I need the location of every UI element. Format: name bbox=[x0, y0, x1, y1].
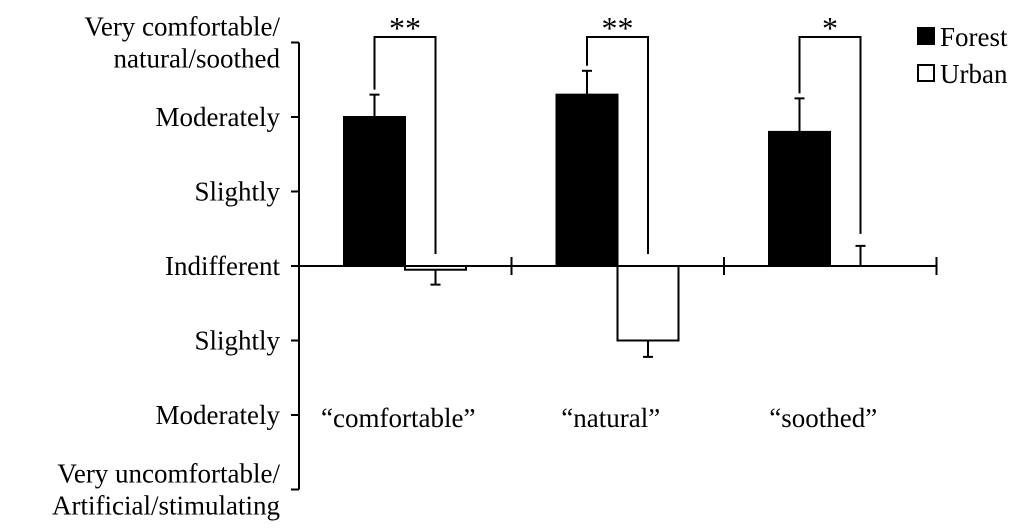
y-tick-label: Moderately bbox=[156, 400, 281, 430]
x-category-label: “comfortable” bbox=[321, 403, 475, 433]
significance-label: * bbox=[822, 10, 838, 46]
error-bars bbox=[369, 69, 866, 358]
bar-forest bbox=[768, 130, 831, 267]
significance-label: ** bbox=[602, 10, 634, 46]
y-tick-label: Moderately bbox=[156, 102, 281, 132]
y-tick-label: Artificial/stimulating bbox=[52, 491, 280, 521]
legend-label-urban: Urban bbox=[940, 59, 1008, 89]
legend-label-forest: Forest bbox=[940, 22, 1008, 52]
significance-markers: ** ** * bbox=[373, 10, 862, 254]
legend-swatch-forest bbox=[917, 27, 935, 45]
bars bbox=[343, 93, 831, 342]
y-tick-label: Very comfortable/ bbox=[84, 12, 280, 42]
y-tick-labels: Very comfortable/natural/soothed Moderate… bbox=[52, 12, 280, 521]
bar-forest bbox=[343, 116, 406, 267]
y-tick-label: Indifferent bbox=[165, 251, 280, 281]
significance-bracket bbox=[373, 36, 437, 254]
y-tick-label: natural/soothed bbox=[114, 44, 281, 74]
significance-bracket bbox=[798, 36, 862, 234]
legend-swatch-urban bbox=[917, 64, 935, 82]
y-tick-label: Slightly bbox=[194, 177, 280, 207]
bar-urban bbox=[616, 265, 680, 342]
x-category-label: “soothed” bbox=[769, 403, 877, 433]
legend: Forest Urban bbox=[917, 22, 1008, 89]
y-tick-label: Slightly bbox=[194, 326, 280, 356]
y-tick-label: Very uncomfortable/ bbox=[57, 459, 280, 489]
x-category-labels: “comfortable” “natural” “soothed” bbox=[321, 403, 877, 433]
bar-urban bbox=[404, 265, 467, 271]
significance-label: ** bbox=[389, 10, 421, 46]
x-category-label: “natural” bbox=[561, 403, 660, 433]
bar-forest bbox=[555, 93, 619, 268]
significance-bracket bbox=[586, 36, 649, 254]
